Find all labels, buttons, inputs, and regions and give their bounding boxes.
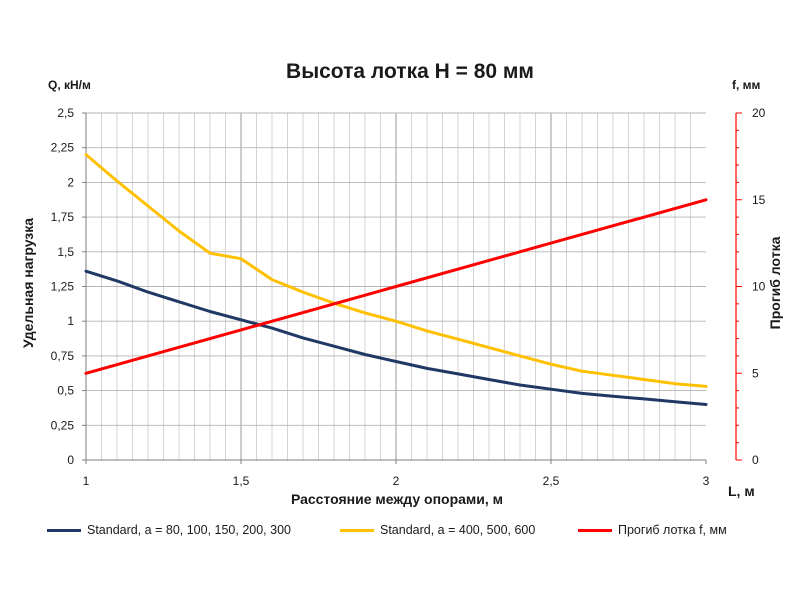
x-tick-label: 3 bbox=[703, 474, 710, 488]
left-tick-label: 0,25 bbox=[51, 418, 75, 432]
left-axis-label: Удельная нагрузка bbox=[20, 218, 36, 348]
legend: Standard, a = 80, 100, 150, 200, 300 Sta… bbox=[0, 523, 800, 549]
x-tick-label: 2,5 bbox=[543, 474, 560, 488]
legend-item-deflection: Прогиб лотка f, мм bbox=[578, 523, 727, 537]
axes bbox=[82, 112, 742, 464]
legend-label: Standard, a = 400, 500, 600 bbox=[380, 523, 536, 537]
right-tick-label: 5 bbox=[752, 366, 759, 380]
right-tick-label: 15 bbox=[752, 193, 766, 207]
x-tick-label: 1,5 bbox=[233, 474, 250, 488]
left-tick-label: 0 bbox=[67, 453, 74, 467]
left-tick-label: 0,75 bbox=[51, 349, 75, 363]
left-tick-label: 1,25 bbox=[51, 280, 75, 294]
right-tick-label: 10 bbox=[752, 280, 766, 294]
right-axis-unit: f, мм bbox=[732, 78, 761, 92]
x-tick-label: 2 bbox=[393, 474, 400, 488]
left-tick-label: 2,5 bbox=[57, 106, 74, 120]
legend-label: Standard, a = 80, 100, 150, 200, 300 bbox=[87, 523, 291, 537]
chart-title: Высота лотка H = 80 мм bbox=[286, 60, 534, 83]
x-axis-unit: L, м bbox=[728, 483, 755, 499]
left-tick-label: 1,5 bbox=[57, 245, 74, 259]
legend-item-standard-large: Standard, a = 400, 500, 600 bbox=[340, 523, 535, 537]
series bbox=[84, 153, 708, 406]
series-line-1 bbox=[84, 269, 708, 406]
left-tick-label: 1,75 bbox=[51, 210, 75, 224]
right-tick-label: 20 bbox=[752, 106, 766, 120]
series-line-2 bbox=[84, 153, 708, 388]
chart: Высота лотка H = 80 мм Q, кН/м f, мм Уде… bbox=[20, 60, 783, 507]
left-tick-label: 2 bbox=[67, 175, 74, 189]
tick-labels: 0 0,25 0,5 0,75 1 1,25 1,5 1,75 2 2,25 2,5 0 5 10 15 20… bbox=[51, 106, 766, 488]
legend-item-standard-small: Standard, a = 80, 100, 150, 200, 300 bbox=[47, 523, 291, 537]
right-tick-label: 0 bbox=[752, 453, 759, 467]
left-tick-label: 0,5 bbox=[57, 384, 74, 398]
left-tick-label: 2,25 bbox=[51, 141, 75, 155]
legend-swatch-navy bbox=[47, 528, 81, 532]
legend-label: Прогиб лотка f, мм bbox=[618, 523, 727, 537]
x-tick-label: 1 bbox=[83, 474, 90, 488]
legend-swatch-red bbox=[578, 528, 612, 532]
left-axis-unit: Q, кН/м bbox=[48, 78, 91, 92]
legend-swatch-yellow bbox=[340, 528, 374, 532]
series-line-3 bbox=[84, 198, 708, 375]
x-axis-label: Расстояние между опорами, м bbox=[291, 491, 503, 507]
right-axis-label: Прогиб лотка bbox=[767, 236, 783, 329]
left-tick-label: 1 bbox=[67, 314, 74, 328]
